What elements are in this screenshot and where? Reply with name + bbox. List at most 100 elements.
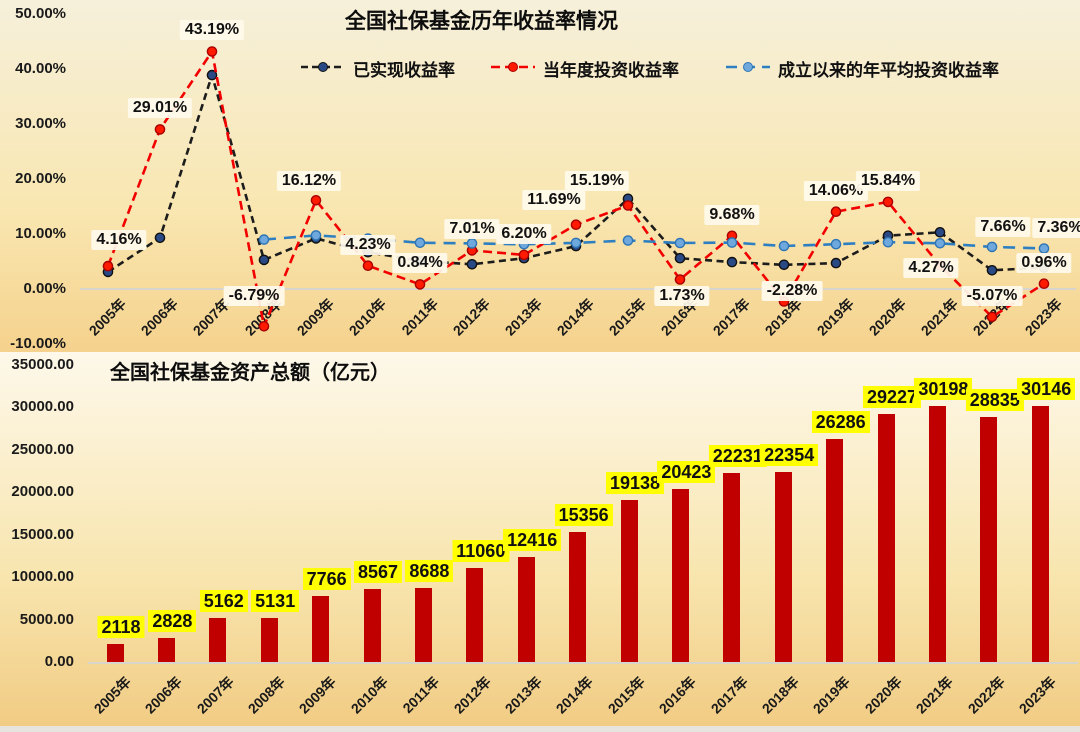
x-axis-tick: 2005年 — [90, 673, 134, 717]
x-axis-tick: 2006年 — [141, 673, 186, 717]
y-axis-tick: 40.00% — [15, 60, 66, 77]
x-axis-tick: 2021年 — [912, 673, 957, 717]
series-marker-1 — [986, 311, 998, 323]
x-axis-tick: 2015年 — [604, 673, 648, 717]
data-point-label: 0.84% — [392, 253, 448, 274]
y-axis-tick: 20000.00 — [11, 483, 74, 501]
data-point-label: -5.07% — [961, 285, 1023, 306]
legend-marker-annual-icon — [490, 58, 536, 78]
bar-2007年 — [209, 618, 227, 662]
bar-2010年 — [363, 589, 381, 662]
x-axis-tick: 2012年 — [450, 673, 494, 717]
series-marker-0 — [154, 232, 166, 244]
bar-2013年 — [517, 556, 535, 662]
returns-chart-title: 全国社保基金历年收益率情况 — [345, 10, 618, 33]
data-point-label: 9.68% — [704, 204, 760, 225]
x-axis-tick: 2022年 — [964, 673, 1008, 717]
series-marker-1 — [674, 274, 686, 285]
bar-value-label: 8688 — [405, 560, 454, 583]
data-point-label: 29.01% — [127, 98, 193, 119]
series-marker-2 — [258, 234, 270, 245]
zero-axis-line — [80, 288, 1076, 290]
legend-marker-average-icon — [725, 58, 771, 78]
data-point-label: -2.28% — [761, 280, 823, 301]
legend-item-realized: 已实现收益率 — [300, 57, 455, 80]
x-axis-tick: 2014年 — [553, 673, 597, 717]
bar-value-label: 2118 — [97, 616, 145, 639]
series-marker-1 — [622, 200, 634, 211]
series-marker-2 — [414, 237, 426, 249]
data-point-label: 15.84% — [855, 170, 921, 191]
bar-2021年 — [928, 405, 946, 662]
series-marker-2 — [830, 238, 842, 250]
y-axis-tick: 5000.00 — [19, 610, 74, 628]
bar-value-label: 22231 — [708, 445, 767, 468]
y-axis-tick: -10.00% — [10, 335, 66, 352]
series-marker-2 — [622, 235, 634, 246]
bar-2017年 — [723, 473, 741, 662]
data-point-label: 4.23% — [340, 234, 396, 255]
data-point-label: 7.66% — [975, 216, 1031, 237]
series-marker-0 — [206, 69, 218, 81]
assets-chart: 全国社保基金资产总额（亿元） 公众号·梧桐樹智庫 35000.0030000.0… — [0, 352, 1080, 726]
y-axis-tick: 30.00% — [15, 115, 66, 132]
legend-item-average: 成立以来的年平均投资收益率 — [725, 57, 999, 80]
series-marker-1 — [518, 249, 530, 261]
x-axis-tick: 2019年 — [810, 673, 854, 717]
series-marker-0 — [830, 257, 842, 269]
series-marker-2 — [726, 237, 738, 248]
bar-2016年 — [671, 488, 689, 662]
bar-2020年 — [877, 413, 895, 662]
x-axis-tick: 2020年 — [861, 673, 905, 717]
data-point-label: 15.19% — [564, 171, 630, 192]
series-marker-1 — [570, 219, 582, 230]
x-axis-tick: 2013年 — [501, 673, 545, 717]
series-marker-2 — [778, 240, 790, 252]
y-axis-tick: 30000.00 — [11, 398, 74, 416]
bar-value-label: 11060 — [452, 540, 510, 563]
series-marker-0 — [726, 256, 738, 268]
series-marker-2 — [466, 238, 478, 249]
series-marker-1 — [206, 46, 218, 57]
series-marker-2 — [570, 237, 582, 249]
series-marker-1 — [258, 320, 270, 332]
y-axis-tick: 15000.00 — [11, 525, 74, 543]
data-point-label: 7.01% — [444, 219, 500, 240]
bar-value-label: 26286 — [811, 410, 870, 433]
x-axis-tick: 2007年 — [193, 673, 237, 717]
data-point-label: 1.73% — [654, 286, 710, 307]
bar-2008年 — [260, 618, 278, 662]
series-marker-1 — [154, 124, 166, 135]
bar-value-label: 19138 — [605, 471, 665, 494]
bar-2018年 — [774, 472, 792, 662]
data-point-label: 43.19% — [179, 20, 245, 41]
x-axis-tick: 2017年 — [707, 673, 751, 717]
data-point-label: 14.06% — [803, 180, 869, 201]
bar-2022年 — [980, 417, 998, 662]
data-point-label: 7.36% — [1032, 217, 1080, 238]
bar-value-label: 30146 — [1017, 378, 1076, 401]
bar-value-label: 15356 — [554, 503, 613, 526]
y-axis-tick: 35000.00 — [11, 356, 74, 373]
y-axis-tick: 10.00% — [15, 225, 66, 242]
bar-2019年 — [826, 438, 844, 662]
series-marker-1 — [882, 196, 894, 208]
series-marker-2 — [674, 237, 686, 249]
series-marker-1 — [830, 206, 842, 217]
bar-2012年 — [466, 568, 484, 662]
baseline — [88, 662, 1078, 664]
bar-2015年 — [620, 499, 638, 662]
bar-2011年 — [414, 588, 432, 662]
bar-2014年 — [569, 531, 587, 662]
bar-2005年 — [106, 644, 124, 662]
bar-value-label: 7766 — [302, 568, 351, 591]
bar-value-label: 5131 — [251, 590, 300, 613]
bar-value-label: 5162 — [199, 590, 248, 613]
series-marker-2 — [1038, 243, 1050, 254]
bar-value-label: 29227 — [862, 385, 922, 408]
y-axis-tick: 10000.00 — [11, 568, 74, 586]
series-marker-1 — [414, 279, 426, 290]
series-marker-0 — [778, 259, 790, 271]
x-axis-tick: 2010年 — [347, 673, 391, 717]
